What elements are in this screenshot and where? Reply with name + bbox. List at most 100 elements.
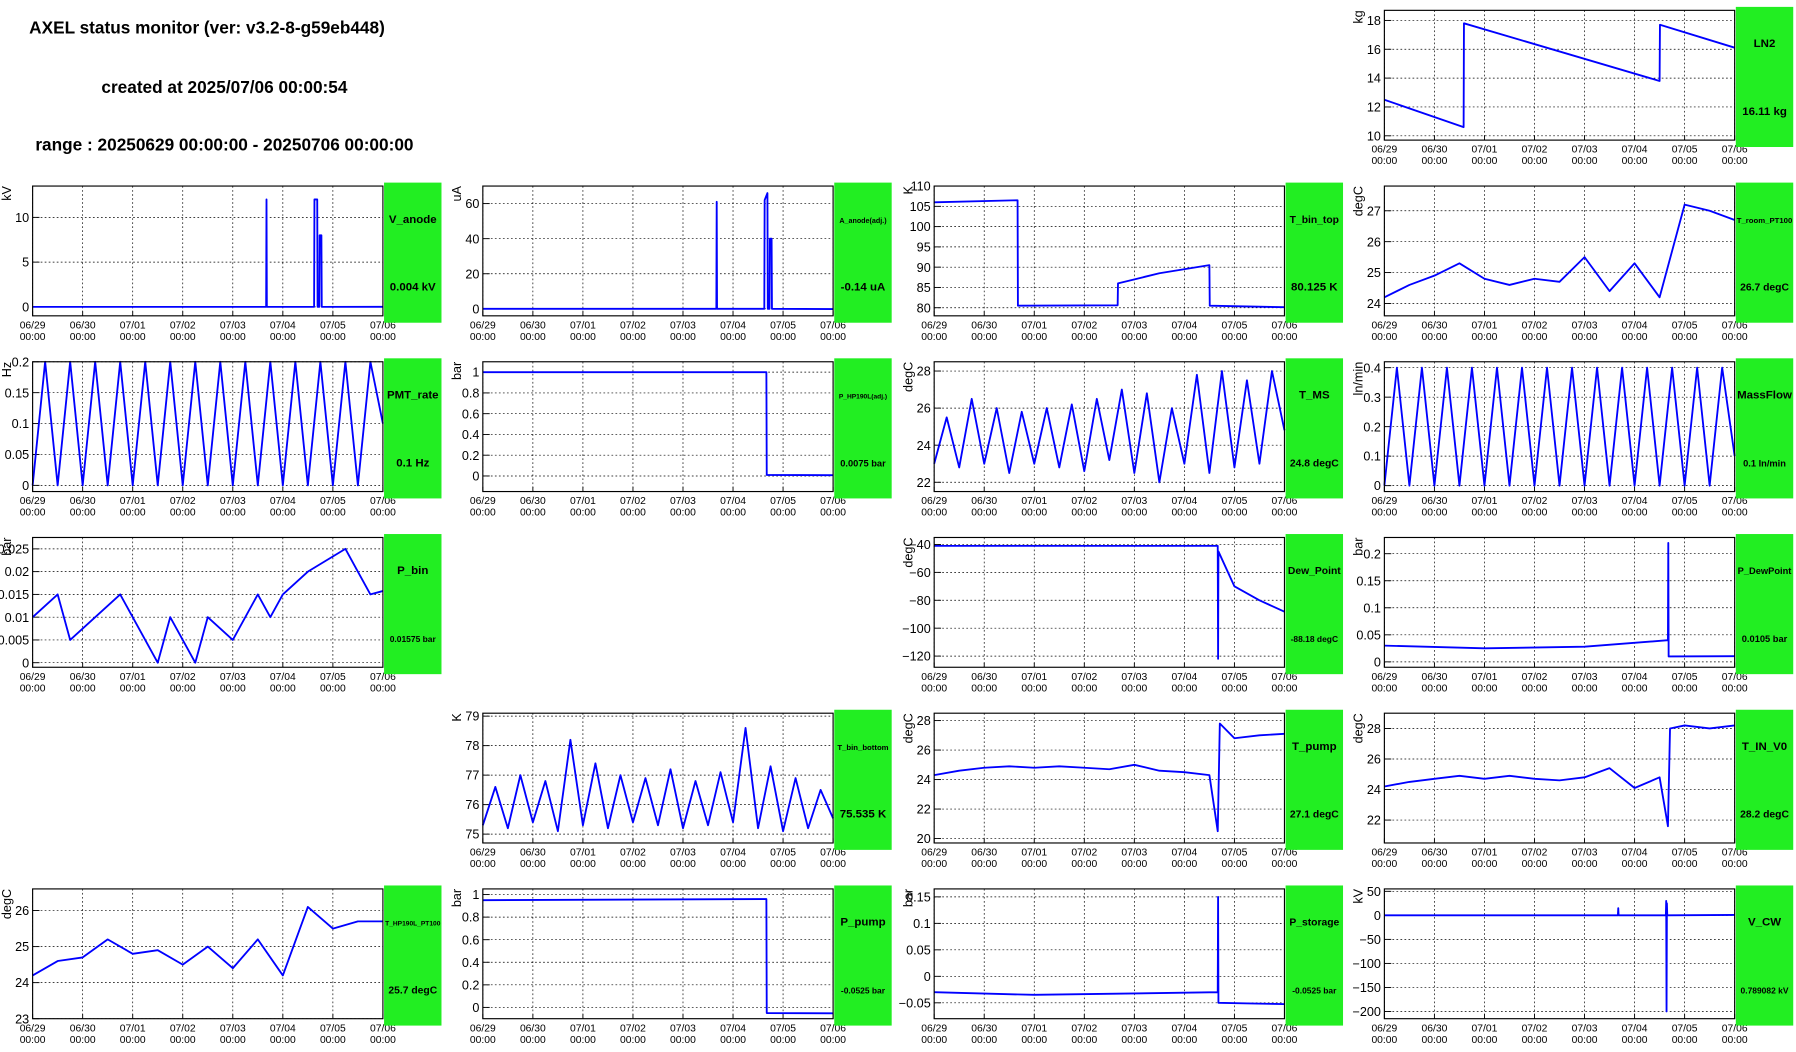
x-tick-label: 00:00 bbox=[470, 508, 496, 519]
y-axis-label: kV bbox=[1352, 888, 1366, 903]
x-tick-label: 00:00 bbox=[1171, 1035, 1197, 1046]
x-tick-label: 00:00 bbox=[670, 508, 696, 519]
y-axis-label: K bbox=[450, 713, 464, 722]
status-value: 0.1 Hz bbox=[396, 457, 429, 469]
x-tick-label: 00:00 bbox=[820, 1035, 846, 1046]
x-tick-label: 07/03 bbox=[220, 1023, 246, 1034]
x-tick-label: 07/02 bbox=[170, 496, 196, 507]
status-name: T_MS bbox=[1299, 390, 1330, 402]
x-tick-label: 00:00 bbox=[520, 332, 546, 343]
x-tick-label: 07/06 bbox=[1722, 320, 1748, 331]
x-tick-label: 00:00 bbox=[1021, 859, 1047, 870]
data-line bbox=[482, 898, 834, 1015]
status-value: 75.535 K bbox=[840, 809, 887, 821]
x-tick-label: 06/29 bbox=[1371, 145, 1397, 156]
x-tick-label: 00:00 bbox=[70, 332, 96, 343]
x-tick-label: 07/02 bbox=[1071, 320, 1097, 331]
x-tick-label: 00:00 bbox=[70, 683, 96, 694]
status-value: -88.18 degC bbox=[1291, 634, 1338, 644]
plot-area bbox=[1384, 537, 1735, 668]
x-tick-label: 00:00 bbox=[1021, 683, 1047, 694]
plot-frame bbox=[32, 536, 384, 668]
x-tick-label: 06/29 bbox=[20, 672, 46, 683]
status-box bbox=[834, 358, 892, 499]
x-tick-label: 07/04 bbox=[1622, 1023, 1648, 1034]
x-tick-label: 07/02 bbox=[1522, 320, 1548, 331]
x-tick-label: 00:00 bbox=[921, 859, 947, 870]
x-tick-label: 00:00 bbox=[971, 332, 997, 343]
x-tick-label: 00:00 bbox=[120, 1035, 146, 1046]
data-line bbox=[1384, 900, 1735, 1013]
y-tick-label: 18 bbox=[1367, 14, 1381, 28]
x-tick-label: 00:00 bbox=[1572, 332, 1598, 343]
x-tick-label: 00:00 bbox=[620, 1035, 646, 1046]
y-axis-label: bar bbox=[0, 537, 14, 555]
x-tick-label: 06/29 bbox=[20, 1023, 46, 1034]
x-tick-label: 07/02 bbox=[1522, 672, 1548, 683]
x-tick-label: 00:00 bbox=[470, 332, 496, 343]
plot-area bbox=[482, 186, 834, 316]
x-tick-label: 00:00 bbox=[1071, 683, 1097, 694]
y-tick-label: 110 bbox=[911, 180, 931, 194]
data-line bbox=[32, 198, 383, 308]
x-tick-label: 00:00 bbox=[1221, 683, 1247, 694]
y-tick-label: 28 bbox=[917, 714, 931, 728]
x-tick-label: 07/01 bbox=[1472, 145, 1498, 156]
panel: 06/2900:0006/3000:0007/0100:0007/0200:00… bbox=[1352, 6, 1794, 167]
status-value: 0.0105 bar bbox=[1742, 634, 1788, 644]
x-tick-label: 00:00 bbox=[370, 332, 396, 343]
data-line bbox=[31, 360, 384, 487]
x-tick-label: 07/06 bbox=[1722, 496, 1748, 507]
x-tick-label: 00:00 bbox=[1421, 508, 1447, 519]
status-box bbox=[1735, 6, 1794, 148]
status-box bbox=[1285, 885, 1344, 1026]
x-tick-label: 07/05 bbox=[1221, 672, 1247, 683]
x-tick-label: 07/03 bbox=[1572, 1023, 1598, 1034]
y-tick-label: 25 bbox=[15, 940, 29, 954]
x-tick-label: 00:00 bbox=[1371, 332, 1397, 343]
status-name: P_DewPoint bbox=[1738, 566, 1792, 576]
x-tick-label: 07/02 bbox=[170, 672, 196, 683]
x-tick-label: 07/03 bbox=[1121, 496, 1147, 507]
x-tick-label: 07/03 bbox=[220, 496, 246, 507]
x-tick-label: 07/06 bbox=[1272, 1023, 1298, 1034]
x-tick-label: 00:00 bbox=[470, 859, 496, 870]
x-tick-label: 00:00 bbox=[971, 683, 997, 694]
x-tick-label: 07/03 bbox=[1572, 145, 1598, 156]
x-tick-label: 06/30 bbox=[70, 320, 96, 331]
x-tick-label: 07/02 bbox=[1522, 145, 1548, 156]
x-tick-label: 00:00 bbox=[1171, 859, 1197, 870]
x-tick-label: 00:00 bbox=[170, 1035, 196, 1046]
y-tick-label: 0.4 bbox=[462, 428, 480, 442]
x-tick-label: 06/30 bbox=[520, 496, 546, 507]
x-tick-label: 00:00 bbox=[1071, 859, 1097, 870]
x-tick-label: 07/01 bbox=[1472, 672, 1498, 683]
y-axis-label: kV bbox=[0, 185, 14, 200]
x-tick-label: 00:00 bbox=[470, 1035, 496, 1046]
x-tick-label: 00:00 bbox=[1522, 683, 1548, 694]
x-tick-label: 07/01 bbox=[1472, 496, 1498, 507]
x-tick-label: 06/29 bbox=[1371, 848, 1397, 859]
y-tick-label: 26 bbox=[1367, 235, 1381, 249]
status-value: -0.0525 bar bbox=[841, 985, 886, 995]
x-tick-label: 00:00 bbox=[1272, 1035, 1298, 1046]
x-tick-label: 00:00 bbox=[1472, 859, 1498, 870]
status-name: V_CW bbox=[1748, 917, 1781, 929]
x-tick-label: 00:00 bbox=[1472, 332, 1498, 343]
status-name: PMT_rate bbox=[387, 390, 439, 402]
status-value: 16.11 kg bbox=[1742, 106, 1787, 118]
status-box bbox=[384, 885, 442, 1026]
x-tick-label: 00:00 bbox=[670, 332, 696, 343]
x-tick-label: 06/30 bbox=[70, 496, 96, 507]
y-tick-label: 79 bbox=[465, 710, 479, 724]
x-tick-label: 07/06 bbox=[1272, 672, 1298, 683]
x-tick-label: 00:00 bbox=[620, 508, 646, 519]
plot-area bbox=[32, 537, 383, 668]
status-value: 24.8 degC bbox=[1290, 458, 1339, 469]
panel: 06/2900:0006/3000:0007/0100:0007/0200:00… bbox=[901, 358, 1344, 519]
x-tick-label: 00:00 bbox=[1272, 332, 1298, 343]
x-tick-label: 00:00 bbox=[270, 1035, 296, 1046]
x-tick-label: 00:00 bbox=[1272, 859, 1298, 870]
x-tick-label: 06/29 bbox=[470, 496, 496, 507]
status-box bbox=[1285, 358, 1344, 499]
